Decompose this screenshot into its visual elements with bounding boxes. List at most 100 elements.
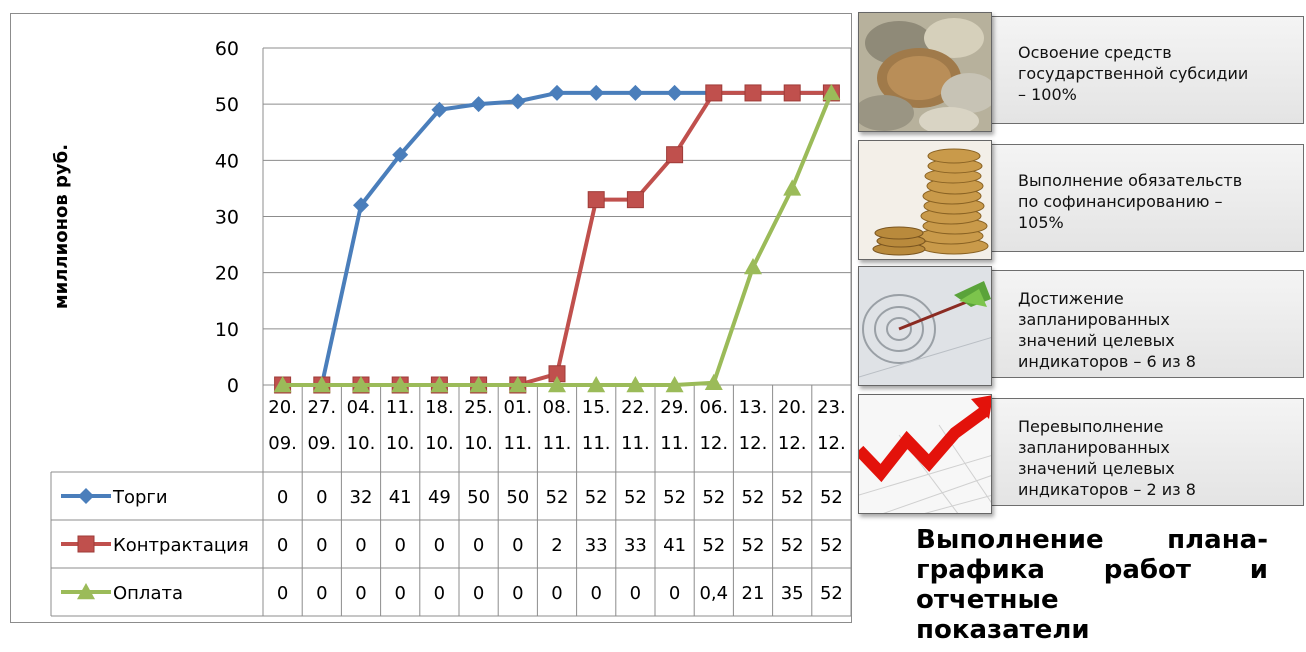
data-point — [353, 197, 369, 214]
chart-frame: 60 50 40 30 20 10 0 миллионов руб. 20. 09. 27. 09. 0… — [10, 13, 852, 623]
table-cell-value: 0 — [434, 583, 445, 604]
data-point — [783, 179, 802, 196]
data-point — [587, 376, 606, 393]
x-tick-label: 12. — [817, 433, 846, 454]
growth-arrow-icon — [858, 394, 992, 514]
table-cell-value: 0 — [473, 583, 484, 604]
data-point — [78, 488, 94, 504]
table-cell-value: 0 — [669, 583, 680, 604]
table-cell-value: 52 — [585, 487, 608, 508]
legend-label: Контрактация — [113, 535, 249, 556]
table-cell-value: 50 — [467, 487, 490, 508]
table-cell-value: 0 — [316, 583, 327, 604]
table-cell-value: 41 — [663, 535, 686, 556]
data-point — [587, 191, 605, 209]
data-point — [431, 101, 448, 118]
data-point — [470, 96, 487, 113]
table-cell-value: 50 — [506, 487, 529, 508]
table-cell-value: 52 — [546, 487, 569, 508]
table-cell-value: 41 — [389, 487, 412, 508]
legend-label: Оплата — [113, 583, 183, 604]
y-tick-label: 60 — [215, 38, 239, 60]
table-cell-value: 0 — [316, 487, 327, 508]
table-cell-value: 0 — [277, 487, 288, 508]
card-targets-exceeded: Перевыполнение запланированных значений … — [858, 394, 1306, 514]
table-cell-value: 49 — [428, 487, 451, 508]
legend-label: Торги — [112, 487, 168, 508]
data-point — [626, 376, 645, 393]
table-cell-value: 0 — [551, 583, 562, 604]
card-box — [936, 270, 1304, 378]
table-cell-value: 0 — [590, 583, 601, 604]
data-point — [549, 84, 565, 101]
x-tick-label: 11. — [582, 433, 611, 454]
table-cell-value: 52 — [820, 535, 843, 556]
data-point — [665, 376, 684, 393]
data-point — [666, 84, 683, 101]
table-cell-value: 52 — [663, 487, 686, 508]
card-box — [936, 16, 1304, 124]
x-tick-label: 08. — [543, 397, 572, 418]
data-point — [430, 376, 449, 393]
table-cell-value: 52 — [702, 535, 725, 556]
data-point — [744, 84, 762, 102]
data-point — [77, 583, 95, 600]
x-tick-label: 12. — [778, 433, 807, 454]
series-line — [282, 92, 834, 387]
table-cell-value: 0 — [434, 535, 445, 556]
table-cell-value: 32 — [350, 487, 373, 508]
table-cell-value: 21 — [742, 583, 765, 604]
table-cell-value: 0,4 — [699, 583, 728, 604]
x-tick-label: 20. — [268, 397, 297, 418]
x-tick-label: 23. — [817, 397, 846, 418]
data-point — [548, 376, 566, 393]
data-point — [352, 376, 370, 393]
data-point — [392, 146, 409, 163]
table-cell-value: 0 — [512, 583, 523, 604]
y-tick-label: 10 — [215, 319, 239, 341]
table-cell-value: 0 — [277, 535, 288, 556]
table-cell-value: 0 — [277, 583, 288, 604]
data-point — [822, 83, 841, 101]
data-point — [588, 84, 605, 101]
card-box — [936, 398, 1304, 506]
table-cell-value: 33 — [624, 535, 647, 556]
table-cell-value: 0 — [512, 535, 523, 556]
data-point — [273, 376, 292, 393]
series-line — [282, 90, 832, 387]
x-tick-label: 27. — [307, 397, 336, 418]
x-tick-label: 10. — [386, 433, 415, 454]
card-text: Перевыполнение запланированных значений … — [1018, 417, 1196, 499]
x-tick-label: 09. — [268, 433, 297, 454]
data-point — [77, 535, 95, 553]
table-cell-value: 52 — [820, 583, 843, 604]
table-cell-value: 2 — [551, 535, 562, 556]
x-tick-label: 11. — [543, 433, 572, 454]
table-cell-value: 35 — [781, 583, 804, 604]
table-cell-value: 0 — [355, 583, 366, 604]
x-tick-label: 12. — [699, 433, 728, 454]
y-tick-label: 20 — [215, 263, 239, 285]
x-tick-label: 06. — [699, 397, 728, 418]
table-cell-value: 0 — [394, 583, 405, 604]
card-box — [936, 144, 1304, 252]
card-text: Освоение средств государственной субсиди… — [1018, 43, 1249, 104]
x-tick-label: 22. — [621, 397, 650, 418]
data-point — [469, 376, 488, 393]
table-cell-value: 52 — [702, 487, 725, 508]
x-tick-label: 10. — [464, 433, 493, 454]
table-cell-value: 0 — [630, 583, 641, 604]
x-tick-label: 01. — [503, 397, 532, 418]
y-axis-label: миллионов руб. — [51, 144, 72, 309]
data-point — [705, 84, 723, 102]
card-text: Достижение запланированных значений целе… — [1018, 289, 1196, 371]
data-point — [627, 84, 644, 101]
table-cell-value: 52 — [820, 487, 843, 508]
x-tick-label: 10. — [347, 433, 376, 454]
data-point — [666, 146, 684, 164]
x-tick-label: 11. — [621, 433, 650, 454]
table-cell-value: 0 — [394, 535, 405, 556]
table-cell-value: 52 — [781, 535, 804, 556]
data-point — [391, 376, 410, 393]
y-tick-label: 40 — [215, 150, 239, 172]
